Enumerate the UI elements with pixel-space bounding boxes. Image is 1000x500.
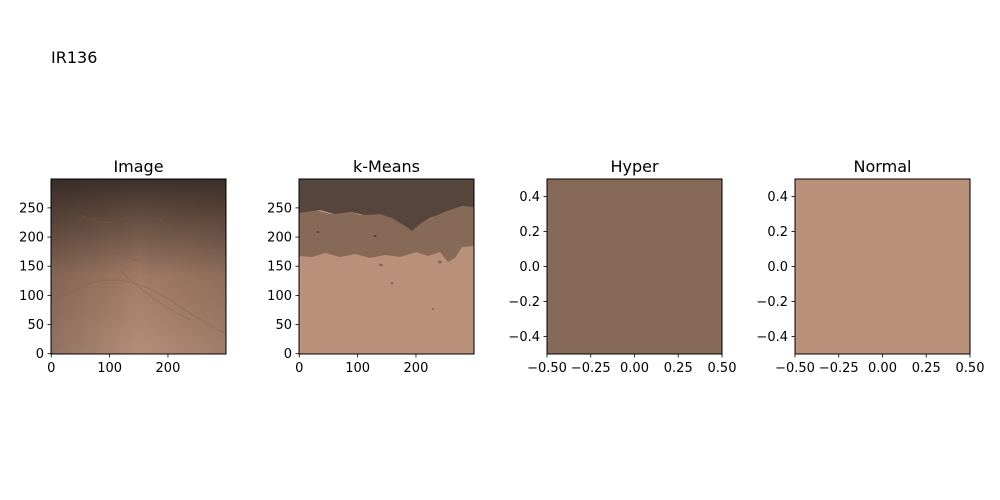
x-tick-label: 0.50: [708, 361, 737, 376]
y-tick-label: −0.2: [508, 295, 540, 310]
cluster-speckle: [438, 260, 442, 264]
color-patch: [795, 179, 970, 354]
cluster-speckle: [408, 221, 412, 223]
y-tick-label: 50: [275, 318, 292, 333]
cluster-speckle: [373, 235, 377, 237]
y-tick-label: 0: [36, 347, 44, 362]
cluster-speckle: [316, 231, 320, 233]
y-tick-label: −0.4: [756, 330, 788, 345]
skin-line: [149, 209, 216, 256]
y-tick-label: −0.4: [508, 330, 540, 345]
cluster-region-top: [299, 179, 474, 231]
skin-line: [119, 269, 191, 321]
x-tick-label: 0.00: [868, 361, 897, 376]
y-tick-label: 50: [27, 318, 44, 333]
cluster-speckle: [390, 282, 394, 284]
cluster-speckle: [358, 230, 362, 234]
x-tick-label: 100: [345, 361, 370, 376]
x-tick-label: −0.25: [571, 361, 611, 376]
cluster-speckle: [328, 238, 332, 242]
y-tick-label: 250: [19, 201, 44, 216]
subplot-title: k-Means: [353, 157, 420, 176]
y-tick-label: 0.2: [519, 225, 540, 240]
x-tick-label: 0: [47, 361, 55, 376]
cluster-region-middle: [299, 206, 474, 262]
subplot-1: k-Means 0 100 200 0 50 100 150 200 250: [267, 157, 475, 376]
subplot-title: Hyper: [610, 157, 659, 176]
cluster-speckle: [350, 246, 356, 250]
skin-image: [51, 179, 226, 354]
y-tick-label: 0.0: [519, 260, 540, 275]
x-tick-label: 200: [156, 361, 181, 376]
x-tick-label: −0.25: [819, 361, 859, 376]
figure-title: IR136: [51, 48, 98, 67]
cluster-speckle: [379, 263, 383, 267]
y-tick-label: 200: [19, 231, 44, 246]
x-tick-label: 0.25: [664, 361, 693, 376]
x-tick-label: 0.50: [956, 361, 985, 376]
y-tick-label: 100: [19, 289, 44, 304]
cluster-speckle: [431, 308, 435, 310]
x-tick-label: −0.50: [775, 361, 815, 376]
y-tick-label: 250: [267, 201, 292, 216]
subplot-title: Image: [113, 157, 163, 176]
x-tick-label: 100: [97, 361, 122, 376]
y-tick-label: 0.0: [767, 260, 788, 275]
x-tick-label: 0.00: [620, 361, 649, 376]
y-tick-label: 0: [284, 347, 292, 362]
skin-line: [59, 279, 226, 333]
y-tick-label: 0.4: [519, 190, 540, 205]
x-tick-label: 0.25: [912, 361, 941, 376]
y-tick-label: −0.2: [756, 295, 788, 310]
y-tick-label: 0.2: [767, 225, 788, 240]
x-tick-label: −0.50: [527, 361, 567, 376]
y-tick-label: 150: [19, 260, 44, 275]
skin-line: [79, 214, 131, 223]
y-tick-label: 150: [267, 260, 292, 275]
x-tick-label: 200: [404, 361, 429, 376]
subplot-0: Image 0 100 200 0 50 100 150 200 250: [19, 157, 227, 376]
skin-line: [51, 246, 141, 263]
color-patch: [547, 179, 722, 354]
subplot-3: Normal −0.50 −0.25 0.00 0.25 0.50 −0.4 −0.2 0.0 0…: [756, 157, 984, 376]
subplot-2: Hyper −0.50 −0.25 0.00 0.25 0.50 −0.4 −0.2 0.0 0.…: [508, 157, 736, 376]
y-tick-label: 100: [267, 289, 292, 304]
x-tick-label: 0: [295, 361, 303, 376]
y-tick-label: 200: [267, 231, 292, 246]
subplot-title: Normal: [854, 157, 912, 176]
y-tick-label: 0.4: [767, 190, 788, 205]
